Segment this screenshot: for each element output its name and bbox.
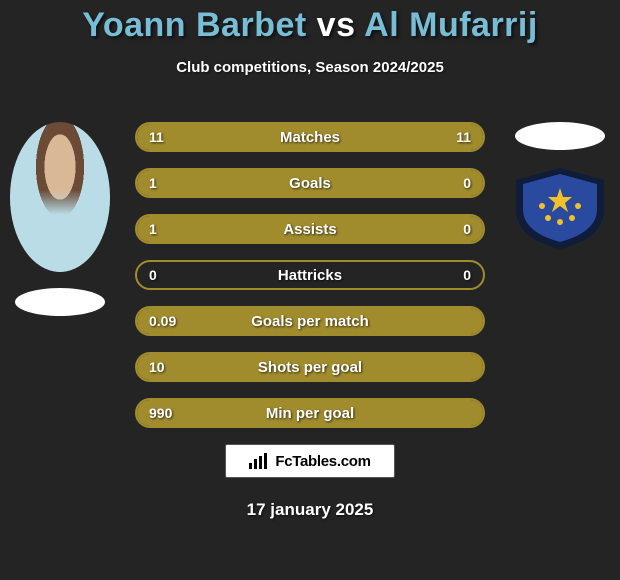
bar-fill-left (137, 216, 483, 242)
brand-logo: FcTables.com (225, 444, 395, 478)
bar-fill-left (137, 354, 483, 380)
left-column (10, 122, 110, 316)
title-vs: vs (317, 6, 356, 44)
bar-fill-left (137, 170, 483, 196)
stat-label: Hattricks (137, 262, 483, 288)
player2-flag-oval (515, 122, 605, 150)
stat-bar: 990Min per goal (135, 398, 485, 428)
subtitle: Club competitions, Season 2024/2025 (0, 59, 620, 76)
right-column (510, 122, 610, 251)
brand-text: FcTables.com (275, 453, 370, 470)
stat-bar: 10Goals (135, 168, 485, 198)
stat-bar: 10Assists (135, 214, 485, 244)
bar-fill-left (137, 124, 310, 150)
stat-bar: 0.09Goals per match (135, 306, 485, 336)
bar-fill-right (310, 124, 483, 150)
player1-photo (10, 122, 110, 272)
player2-club-badge (510, 166, 610, 251)
chart-icon (249, 453, 269, 469)
bar-fill-left (137, 400, 483, 426)
comparison-title: Yoann Barbet vs Al Mufarrij (0, 0, 620, 45)
stat-bar: 0 0Hattricks (135, 260, 485, 290)
stat-bars: 1111Matches 10Goals 10Assists 0 0Hattricks 0.… (135, 122, 485, 428)
player2-name: Al Mufarrij (364, 6, 538, 44)
stat-value-left: 0 (149, 262, 157, 288)
footer-date: 17 january 2025 (0, 500, 620, 520)
player1-flag-oval (15, 288, 105, 316)
bar-fill-left (137, 308, 483, 334)
stat-value-right: 0 (463, 262, 471, 288)
stat-bar: 10Shots per goal (135, 352, 485, 382)
player1-name: Yoann Barbet (82, 6, 307, 44)
stat-bar: 1111Matches (135, 122, 485, 152)
